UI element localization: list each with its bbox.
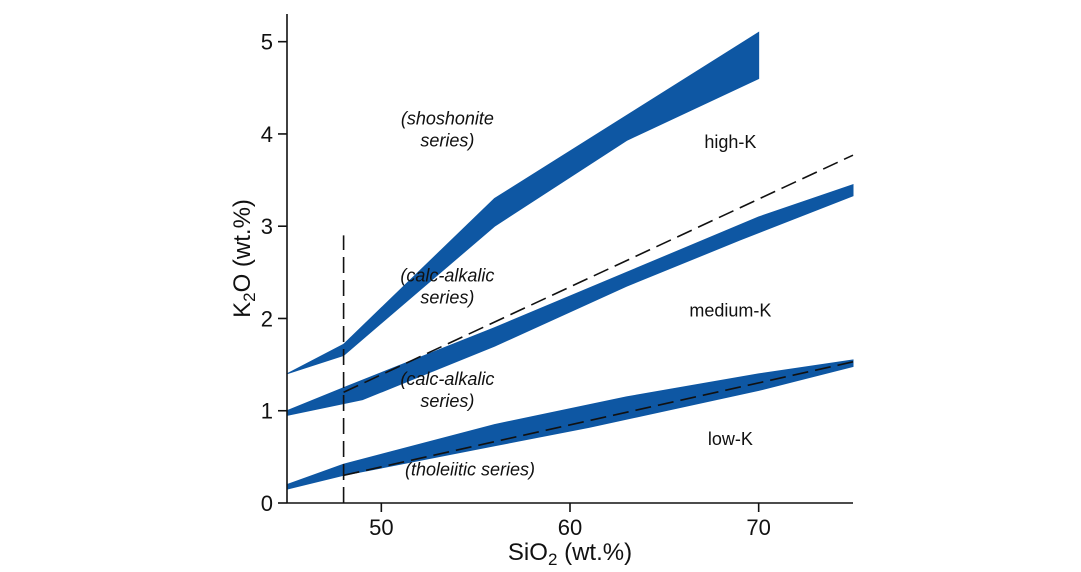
x-axis-title: SiO2 (wt.%) xyxy=(508,539,632,569)
series-band-2 xyxy=(286,183,854,416)
annotation-7: (tholeiitic series) xyxy=(405,459,535,479)
dashed-boundary-2 xyxy=(343,361,854,477)
annotation-4: medium-K xyxy=(689,301,771,321)
annotation-1: (shoshonite series) xyxy=(401,109,494,151)
x-tick-label: 70 xyxy=(746,515,770,540)
y-axis-title: K2O (wt.%) xyxy=(229,199,259,318)
x-tick-label: 50 xyxy=(369,515,393,540)
annotation-5: (calc-alkalic series) xyxy=(400,369,494,411)
dashed-boundary-1 xyxy=(343,154,854,394)
x-tick-label: 60 xyxy=(558,515,582,540)
y-tick-label: 0 xyxy=(261,491,273,516)
annotation-3: (calc-alkalic series) xyxy=(400,266,494,308)
annotation-2: high-K xyxy=(704,132,756,152)
y-tick-label: 1 xyxy=(261,399,273,424)
series-band-1 xyxy=(286,31,760,375)
y-tick-label: 3 xyxy=(261,214,273,239)
y-tick-label: 4 xyxy=(261,122,273,147)
y-tick-label: 2 xyxy=(261,306,273,331)
annotation-6: low-K xyxy=(708,429,753,449)
y-tick-label: 5 xyxy=(261,30,273,55)
